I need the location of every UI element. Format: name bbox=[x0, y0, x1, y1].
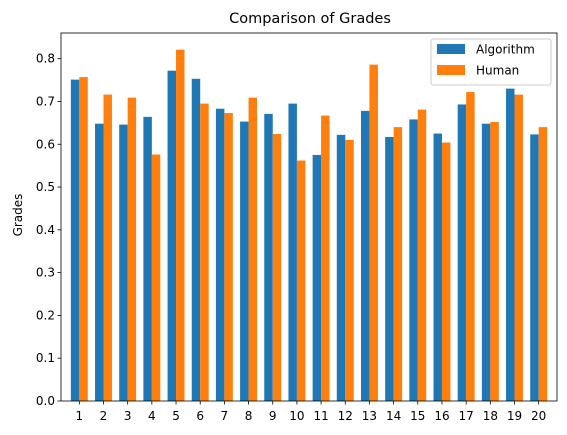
bar-algorithm-13 bbox=[360, 110, 370, 402]
bar-human-17 bbox=[466, 92, 475, 402]
bar-algorithm-5 bbox=[167, 70, 177, 401]
bar-algorithm-19 bbox=[506, 88, 515, 402]
bar-algorithm-3 bbox=[119, 124, 128, 402]
y-tick-label: 0.2 bbox=[36, 308, 55, 322]
x-tick-label: 6 bbox=[196, 409, 204, 423]
y-tick-label: 0.5 bbox=[36, 180, 55, 194]
bar-human-18 bbox=[490, 122, 499, 402]
bar-algorithm-14 bbox=[385, 136, 394, 402]
y-tick-label: 0.4 bbox=[36, 223, 55, 237]
bar-human-1 bbox=[79, 77, 88, 402]
bar-human-3 bbox=[127, 97, 137, 401]
y-tick-label: 0.3 bbox=[36, 266, 55, 280]
x-tick-label: 11 bbox=[313, 409, 328, 423]
bar-algorithm-6 bbox=[191, 78, 201, 402]
x-tick-label: 8 bbox=[245, 409, 253, 423]
bars-layer bbox=[70, 49, 548, 402]
y-axis-label: Grades bbox=[11, 194, 25, 237]
legend-swatch-human bbox=[437, 65, 465, 75]
x-tick-label: 7 bbox=[221, 409, 229, 423]
x-tick-label: 3 bbox=[124, 409, 132, 423]
bar-algorithm-17 bbox=[457, 104, 467, 402]
bar-human-15 bbox=[417, 109, 427, 402]
legend: Algorithm Human bbox=[430, 38, 552, 86]
bar-algorithm-1 bbox=[70, 79, 80, 402]
bar-human-12 bbox=[345, 139, 354, 401]
bar-human-10 bbox=[296, 160, 306, 401]
bar-human-13 bbox=[369, 64, 378, 402]
x-ticks-layer: 1 2 3 4 5 6 7 8 9 10 11 12 13 14 15 16 17 18 19 20 bbox=[75, 401, 546, 423]
y-tick-label: 0.0 bbox=[36, 394, 55, 408]
bar-algorithm-11 bbox=[312, 154, 322, 401]
x-tick-label: 4 bbox=[148, 409, 156, 423]
x-tick-label: 20 bbox=[531, 409, 546, 423]
x-tick-label: 16 bbox=[434, 409, 449, 423]
x-tick-label: 15 bbox=[410, 409, 425, 423]
bar-algorithm-20 bbox=[530, 134, 539, 402]
bar-human-6 bbox=[200, 103, 209, 402]
chart-title: Comparison of Grades bbox=[229, 11, 391, 27]
y-ticks-layer: 0.0 0.1 0.2 0.3 0.4 0.5 0.6 0.7 0.8 bbox=[36, 52, 61, 408]
bar-human-2 bbox=[103, 94, 112, 402]
x-tick-label: 9 bbox=[269, 409, 277, 423]
x-tick-label: 10 bbox=[289, 409, 304, 423]
x-tick-label: 2 bbox=[100, 409, 108, 423]
x-tick-label: 13 bbox=[362, 409, 377, 423]
bar-human-7 bbox=[224, 113, 233, 401]
bar-algorithm-18 bbox=[481, 123, 491, 401]
legend-swatch-algorithm bbox=[437, 44, 465, 54]
x-tick-label: 17 bbox=[459, 409, 474, 423]
y-tick-label: 0.1 bbox=[36, 351, 55, 365]
x-tick-label: 14 bbox=[386, 409, 401, 423]
bar-algorithm-9 bbox=[264, 113, 273, 401]
bar-human-11 bbox=[321, 115, 330, 401]
bar-algorithm-12 bbox=[336, 134, 346, 401]
x-tick-label: 18 bbox=[483, 409, 498, 423]
bar-human-8 bbox=[248, 97, 258, 401]
bar-human-5 bbox=[176, 49, 185, 401]
bar-human-9 bbox=[272, 133, 282, 401]
y-tick-label: 0.8 bbox=[36, 52, 55, 66]
bar-algorithm-10 bbox=[288, 103, 297, 402]
bar-human-19 bbox=[514, 94, 523, 402]
bar-human-14 bbox=[393, 127, 403, 402]
bar-algorithm-8 bbox=[240, 121, 249, 401]
x-tick-label: 1 bbox=[75, 409, 83, 423]
x-tick-label: 12 bbox=[338, 409, 353, 423]
bar-algorithm-15 bbox=[409, 119, 418, 402]
bar-algorithm-16 bbox=[433, 133, 442, 401]
bar-algorithm-7 bbox=[215, 108, 225, 401]
x-tick-label: 19 bbox=[507, 409, 522, 423]
y-tick-label: 0.6 bbox=[36, 137, 55, 151]
bar-human-4 bbox=[151, 154, 161, 401]
bar-algorithm-4 bbox=[143, 116, 152, 402]
y-tick-label: 0.7 bbox=[36, 94, 55, 108]
bar-human-16 bbox=[441, 142, 451, 401]
legend-label-human: Human bbox=[476, 64, 519, 78]
plot-frame bbox=[60, 32, 558, 402]
bar-algorithm-2 bbox=[95, 123, 104, 401]
legend-label-algorithm: Algorithm bbox=[476, 43, 535, 57]
bar-human-20 bbox=[538, 127, 548, 402]
x-tick-label: 5 bbox=[172, 409, 180, 423]
